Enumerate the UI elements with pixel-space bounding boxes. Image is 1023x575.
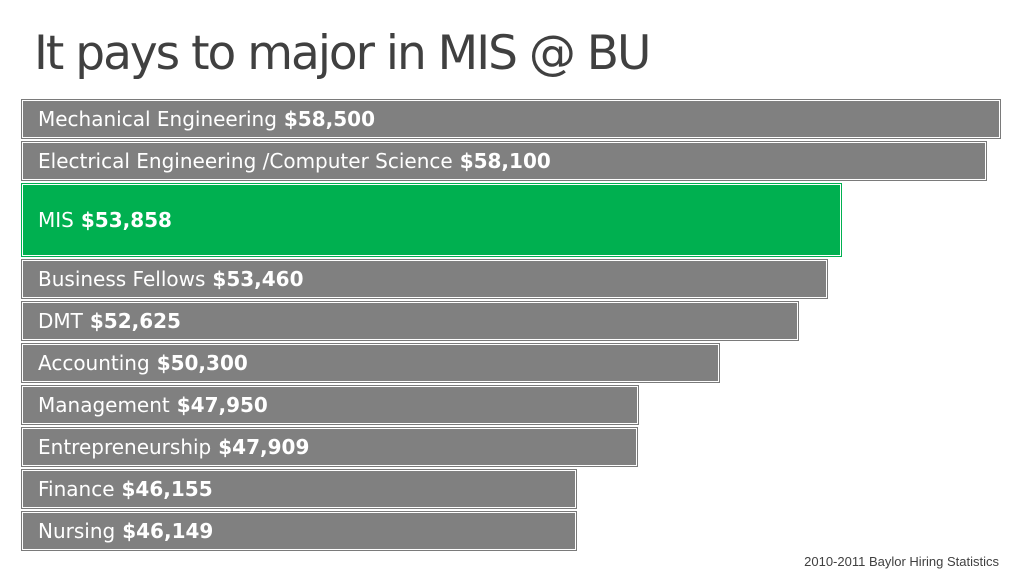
bar-value-label: $53,858 [80, 208, 172, 232]
bar-value-label: $47,950 [176, 393, 268, 417]
bar-category-label: Entrepreneurship [38, 435, 212, 459]
bar-entrepreneurship: Entrepreneurship $47,909 [21, 427, 638, 467]
bar-category-label: Mechanical Engineering [38, 107, 277, 131]
bar-value-label: $47,909 [218, 435, 310, 459]
bar-category-label: MIS [38, 208, 74, 232]
bar-value-label: $46,155 [121, 477, 213, 501]
bar-accounting: Accounting $50,300 [21, 343, 720, 383]
bar-category-label: DMT [38, 309, 83, 333]
bar-electrical-engineering-computer-science: Electrical Engineering /Computer Science… [21, 141, 987, 181]
bar-value-label: $46,149 [122, 519, 214, 543]
bar-value-label: $50,300 [156, 351, 248, 375]
bar-nursing: Nursing $46,149 [21, 511, 577, 551]
bar-category-label: Electrical Engineering /Computer Science [38, 149, 453, 173]
bar-dmt: DMT $52,625 [21, 301, 799, 341]
chart-footnote: 2010-2011 Baylor Hiring Statistics [804, 554, 999, 569]
bar-category-label: Management [38, 393, 170, 417]
bar-value-label: $53,460 [212, 267, 304, 291]
bar-mis: MIS $53,858 [21, 183, 842, 257]
bar-value-label: $52,625 [89, 309, 181, 333]
bar-category-label: Business Fellows [38, 267, 206, 291]
bar-business-fellows: Business Fellows $53,460 [21, 259, 828, 299]
chart-title: It pays to major in MIS @ BU [34, 26, 651, 81]
bar-value-label: $58,100 [459, 149, 551, 173]
bar-value-label: $58,500 [283, 107, 375, 131]
bar-finance: Finance $46,155 [21, 469, 577, 509]
bar-category-label: Nursing [38, 519, 116, 543]
bar-category-label: Accounting [38, 351, 150, 375]
bar-mechanical-engineering: Mechanical Engineering $58,500 [21, 99, 1001, 139]
bar-management: Management $47,950 [21, 385, 639, 425]
bar-category-label: Finance [38, 477, 115, 501]
